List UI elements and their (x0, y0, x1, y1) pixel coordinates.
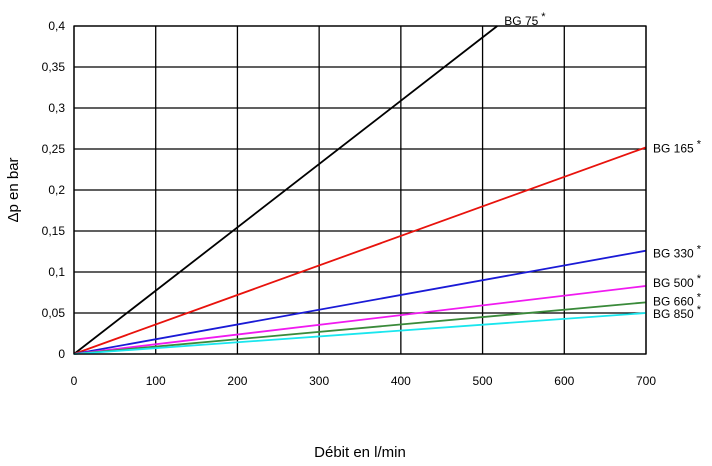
x-tick-label: 100 (146, 374, 166, 388)
series-label-marker: * (697, 291, 702, 303)
series-lines (73, 25, 647, 355)
series-label-marker: * (697, 244, 702, 256)
series-label-marker: * (697, 273, 702, 285)
y-tick-label: 0,3 (48, 101, 65, 115)
y-axis-ticks: 0 0,05 0,1 0,15 0,2 0,25 0,3 0,35 0,4 (42, 19, 66, 361)
series-line-bg-500 (73, 285, 647, 355)
grid (73, 25, 647, 355)
series-labels: BG 75 *BG 165 *BG 330 *BG 500 *BG 660 *BG 850… (504, 11, 701, 321)
series-label: BG 850 (653, 307, 694, 321)
series-line-bg-75 (73, 25, 498, 355)
series-line-bg-330 (73, 249, 647, 355)
series-line-bg-165 (73, 146, 647, 355)
series-label: BG 500 (653, 276, 694, 290)
x-tick-label: 0 (71, 374, 78, 388)
x-tick-label: 500 (473, 374, 493, 388)
series-line-bg-660 (73, 301, 647, 355)
series-label: BG 330 (653, 247, 694, 261)
y-tick-label: 0,4 (48, 19, 65, 33)
y-tick-label: 0,35 (42, 60, 66, 74)
x-tick-label: 200 (227, 374, 247, 388)
series-label-marker: * (541, 11, 546, 23)
y-axis-title: Δp en bar (5, 157, 22, 222)
plot-frame (73, 25, 647, 355)
y-tick-label: 0,15 (42, 224, 66, 238)
y-tick-label: 0,1 (48, 265, 65, 279)
x-tick-label: 600 (554, 374, 574, 388)
x-tick-label: 700 (636, 374, 656, 388)
y-tick-label: 0,05 (42, 306, 66, 320)
x-axis-ticks: 0 100 200 300 400 500 600 700 (71, 374, 657, 388)
series-label-marker: * (697, 304, 702, 316)
series-line-bg-850 (73, 312, 647, 355)
series-label: BG 165 (653, 141, 694, 155)
series-label: BG 75 (504, 14, 538, 28)
x-tick-label: 300 (309, 374, 329, 388)
y-tick-label: 0 (58, 347, 65, 361)
y-tick-label: 0,25 (42, 142, 66, 156)
x-tick-label: 400 (391, 374, 411, 388)
series-label: BG 660 (653, 294, 694, 308)
series-label-marker: * (697, 138, 702, 150)
y-tick-label: 0,2 (48, 183, 65, 197)
x-axis-title: Débit en l/min (314, 444, 406, 461)
